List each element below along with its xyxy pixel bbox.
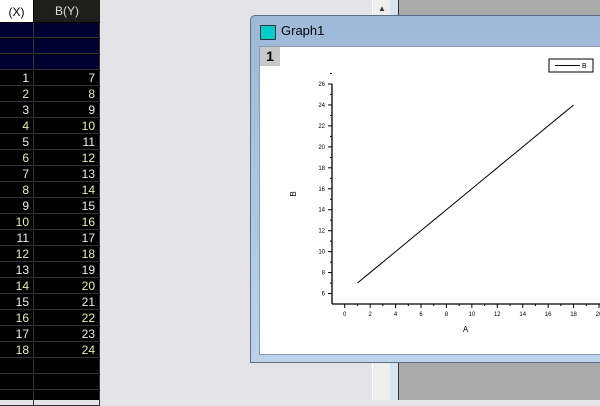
label-row-cell[interactable]: [34, 39, 100, 54]
cell-a[interactable]: 17: [0, 327, 34, 342]
graph-page[interactable]: 1 6810121416182022242602468101214161820A…: [259, 46, 600, 355]
cell-b[interactable]: 7: [34, 71, 100, 86]
cell-b[interactable]: 13: [34, 167, 100, 182]
x-tick-label: 0: [343, 312, 347, 318]
y-axis-label: B: [289, 191, 298, 196]
y-tick-label: 16: [318, 187, 325, 193]
column-header-b[interactable]: B(Y): [34, 0, 101, 22]
label-row-cell[interactable]: [0, 55, 34, 70]
cell-b[interactable]: 11: [34, 135, 100, 150]
cell-a[interactable]: 15: [0, 295, 34, 310]
x-tick-label: 4: [394, 312, 398, 318]
cell-b[interactable]: 19: [34, 263, 100, 278]
label-row-cell[interactable]: [34, 23, 100, 38]
cell-b[interactable]: 20: [34, 279, 100, 294]
cell-b[interactable]: 18: [34, 247, 100, 262]
x-tick-label: 18: [570, 312, 577, 318]
y-tick-label: 22: [318, 124, 325, 130]
cell-a[interactable]: 18: [0, 343, 34, 358]
cell-a[interactable]: 7: [0, 167, 34, 182]
x-tick-label: 8: [445, 312, 449, 318]
cell-a[interactable]: 4: [0, 119, 34, 134]
cell-b[interactable]: 23: [34, 327, 100, 342]
cell-a[interactable]: 9: [0, 199, 34, 214]
cell-a[interactable]: 8: [0, 183, 34, 198]
cell-a[interactable]: 3: [0, 103, 34, 118]
cell-b[interactable]: 10: [34, 119, 100, 134]
cell-b[interactable]: 16: [34, 215, 100, 230]
cell-b[interactable]: 8: [34, 87, 100, 102]
cell-a[interactable]: 11: [0, 231, 34, 246]
cell-a[interactable]: 6: [0, 151, 34, 166]
label-row-cell[interactable]: [0, 39, 34, 54]
x-tick-label: 12: [494, 312, 501, 318]
empty-cell[interactable]: [0, 391, 34, 406]
y-tick-label: 26: [318, 82, 325, 88]
empty-cell[interactable]: [34, 391, 100, 406]
cell-b[interactable]: 12: [34, 151, 100, 166]
y-tick-label: 20: [318, 145, 325, 151]
layer-indicator[interactable]: 1: [260, 47, 280, 66]
window-title: Graph1: [281, 23, 325, 38]
scroll-up-arrow-icon[interactable]: ▲: [378, 4, 386, 13]
x-tick-label: 14: [519, 312, 526, 318]
empty-cell[interactable]: [34, 359, 100, 374]
graph-window[interactable]: Graph1 1 6 8 10 12 14 16 18 20 22 24 26 0 2 4 6 8 10 12 14…: [250, 15, 600, 363]
cell-a[interactable]: 1: [0, 71, 34, 86]
worksheet: (X) B(Y) 1 7 2 8 3 9 4 10 5 11 6 12 7 13 8 14 9 15 10 16 11 1…: [0, 0, 101, 406]
cell-b[interactable]: 14: [34, 183, 100, 198]
plot[interactable]: 6810121416182022242602468101214161820ABB: [260, 47, 600, 354]
y-tick-label: 14: [318, 208, 325, 214]
cell-b[interactable]: 21: [34, 295, 100, 310]
cell-a[interactable]: 12: [0, 247, 34, 262]
x-axis-label: A: [463, 325, 469, 334]
cell-b[interactable]: 22: [34, 311, 100, 326]
cell-b[interactable]: 24: [34, 343, 100, 358]
x-tick-label: 10: [469, 312, 476, 318]
label-row-cell[interactable]: [34, 55, 100, 70]
cell-a[interactable]: 10: [0, 215, 34, 230]
cell-a[interactable]: 16: [0, 311, 34, 326]
x-tick-label: 16: [545, 312, 552, 318]
y-tick-label: 8: [322, 271, 326, 277]
y-tick-label: 18: [318, 166, 325, 172]
empty-cell[interactable]: [0, 359, 34, 374]
x-tick-label: 2: [368, 312, 372, 318]
cell-b[interactable]: 15: [34, 199, 100, 214]
cell-a[interactable]: 14: [0, 279, 34, 294]
x-tick-label: 20: [596, 312, 600, 318]
empty-cell[interactable]: [34, 375, 100, 390]
cell-a[interactable]: 13: [0, 263, 34, 278]
y-tick-label: 10: [318, 250, 325, 256]
x-tick-label: 6: [419, 312, 423, 318]
series-line-b: [357, 104, 574, 284]
legend-label: B: [582, 63, 587, 70]
y-tick-label: 6: [322, 292, 326, 298]
y-tick-label: 12: [318, 229, 325, 235]
cell-b[interactable]: 17: [34, 231, 100, 246]
column-header-a[interactable]: (X): [0, 0, 33, 22]
label-row-cell[interactable]: [0, 23, 34, 38]
cell-a[interactable]: 5: [0, 135, 34, 150]
graph-icon: [260, 25, 276, 40]
y-tick-label: 24: [318, 103, 325, 109]
cell-b[interactable]: 9: [34, 103, 100, 118]
cell-a[interactable]: 2: [0, 87, 34, 102]
empty-cell[interactable]: [0, 375, 34, 390]
